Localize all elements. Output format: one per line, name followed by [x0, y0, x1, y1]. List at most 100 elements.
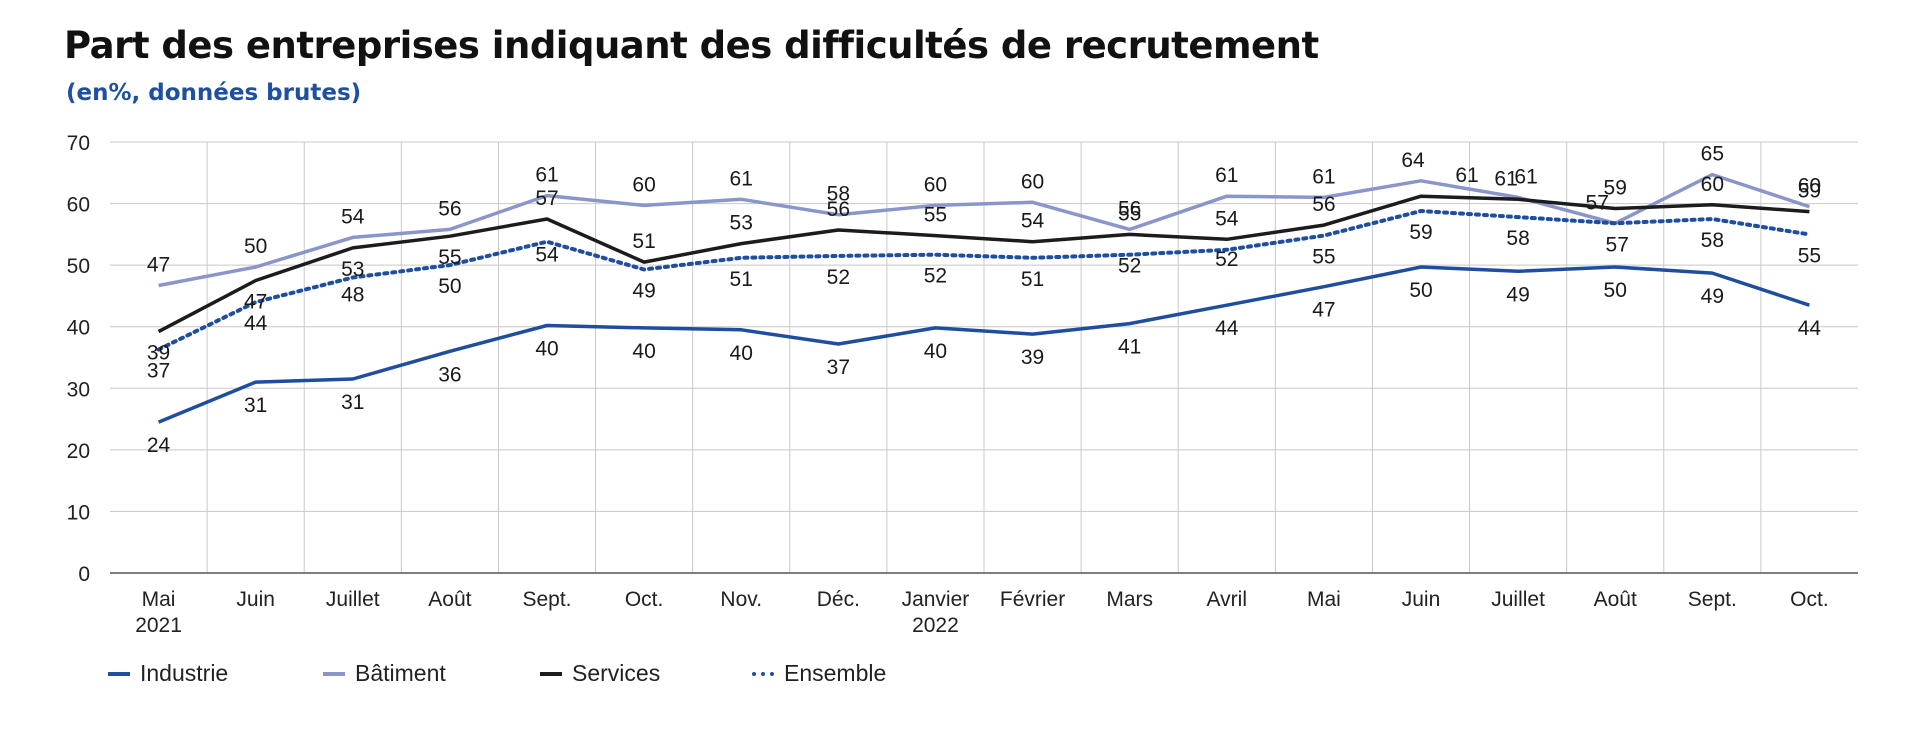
data-label-industrie: 40 [632, 340, 655, 363]
data-label-ensemble: 49 [632, 279, 655, 302]
data-label-industrie: 40 [730, 342, 753, 365]
data-label-industrie: 50 [1604, 279, 1627, 302]
data-label-batiment: 56 [1118, 197, 1141, 220]
data-label-industrie: 37 [827, 356, 850, 379]
data-label-batiment: 61 [1312, 165, 1335, 188]
data-label-services: 54 [1021, 210, 1045, 233]
x-tick-label: Juin [236, 588, 275, 611]
data-label-services: 61 [1455, 164, 1478, 187]
data-label-services: 55 [924, 204, 947, 227]
x-tick-label: Mars [1106, 588, 1153, 611]
data-label-batiment: 57 [1586, 191, 1609, 214]
legend-label-industrie: Industrie [140, 660, 229, 686]
data-label-batiment: 65 [1701, 143, 1724, 166]
data-label-services: 61 [1494, 167, 1517, 190]
data-label-services: 47 [244, 291, 267, 314]
legend-swatch-ensemble [752, 671, 774, 676]
data-label-ensemble: 55 [1312, 246, 1335, 269]
x-tick-label: 2021 [135, 614, 182, 637]
x-tick-label: Juillet [1491, 588, 1545, 611]
x-tick-label: Février [1000, 588, 1065, 611]
data-label-services: 51 [632, 230, 655, 253]
legend-label-ensemble: Ensemble [784, 660, 887, 686]
data-label-batiment: 61 [1514, 165, 1537, 188]
legend-swatch-industrie [108, 671, 130, 676]
y-tick-label: 70 [67, 132, 90, 155]
data-label-services: 55 [1118, 202, 1141, 225]
data-label-ensemble: 52 [827, 266, 850, 289]
x-tick-label: Sept. [1688, 588, 1737, 611]
data-label-batiment: 60 [924, 173, 947, 196]
legend-item-ensemble: Ensemble [752, 660, 952, 687]
data-label-batiment: 61 [535, 164, 558, 187]
data-label-batiment: 60 [1798, 175, 1821, 198]
x-tick-label: Déc. [817, 588, 860, 611]
legend-item-batiment: Bâtiment [323, 660, 540, 687]
data-label-industrie: 50 [1409, 279, 1432, 302]
data-label-services: 60 [1701, 173, 1724, 196]
y-tick-label: 40 [67, 317, 90, 340]
y-tick-label: 50 [67, 255, 90, 278]
data-label-ensemble: 58 [1506, 227, 1529, 250]
y-tick-label: 10 [67, 501, 90, 524]
y-tick-label: 60 [67, 194, 90, 217]
data-label-industrie: 44 [1798, 317, 1822, 340]
legend-label-batiment: Bâtiment [355, 660, 446, 686]
data-label-ensemble: 48 [341, 283, 364, 306]
data-label-services: 59 [1604, 176, 1627, 199]
data-label-industrie: 36 [438, 363, 461, 386]
data-label-batiment: 60 [1021, 170, 1044, 193]
data-label-industrie: 47 [1312, 299, 1335, 322]
series-line-services [157, 194, 1810, 334]
series-line-industrie [157, 265, 1810, 424]
data-label-industrie: 31 [244, 394, 267, 417]
data-label-batiment: 54 [341, 205, 365, 228]
data-label-ensemble: 52 [1215, 248, 1238, 271]
chart-subtitle: (en%, données brutes) [66, 80, 362, 106]
data-label-ensemble: 51 [1021, 268, 1044, 291]
x-tick-label: Juillet [326, 588, 380, 611]
data-label-ensemble: 44 [244, 312, 268, 335]
data-label-batiment: 47 [147, 253, 170, 276]
data-label-industrie: 40 [535, 337, 558, 360]
data-label-industrie: 41 [1118, 336, 1141, 359]
x-tick-label: Nov. [720, 588, 762, 611]
x-tick-label: Mai [1307, 588, 1341, 611]
data-label-ensemble: 57 [1606, 233, 1629, 256]
legend-item-services: Services [540, 660, 752, 687]
x-tick-label: Janvier [902, 588, 970, 611]
data-label-industrie: 49 [1506, 283, 1529, 306]
data-label-batiment: 60 [632, 173, 655, 196]
data-label-services: 56 [1312, 193, 1335, 216]
data-label-batiment: 61 [1215, 164, 1238, 187]
x-tick-label: Mai [142, 588, 176, 611]
data-label-ensemble: 59 [1409, 221, 1432, 244]
data-label-industrie: 24 [147, 434, 171, 457]
data-label-ensemble: 52 [924, 265, 947, 288]
data-label-ensemble: 51 [730, 268, 753, 291]
x-tick-label: Sept. [522, 588, 571, 611]
data-label-industrie: 31 [341, 391, 364, 414]
y-tick-label: 0 [78, 563, 90, 586]
data-label-services: 55 [438, 246, 461, 269]
x-tick-label: Juin [1402, 588, 1441, 611]
legend-swatch-batiment [323, 671, 345, 676]
data-label-services: 59 [1798, 180, 1821, 203]
x-tick-label: Août [428, 588, 471, 611]
chart-title: Part des entreprises indiquant des diffi… [64, 24, 1319, 67]
data-label-ensemble: 58 [1701, 229, 1724, 252]
data-label-services: 54 [1215, 207, 1239, 230]
data-label-batiment: 50 [244, 235, 267, 258]
data-label-ensemble: 55 [1798, 244, 1821, 267]
data-label-batiment: 64 [1401, 149, 1425, 172]
legend-item-industrie: Industrie [108, 660, 323, 687]
y-tick-label: 30 [67, 378, 90, 401]
data-label-ensemble: 37 [147, 359, 170, 382]
data-label-batiment: 56 [438, 197, 461, 220]
x-tick-label: Avril [1207, 588, 1247, 611]
data-label-industrie: 44 [1215, 317, 1239, 340]
series-line-ensemble [156, 209, 1812, 352]
data-label-industrie: 40 [924, 340, 947, 363]
data-label-services: 57 [535, 187, 558, 210]
